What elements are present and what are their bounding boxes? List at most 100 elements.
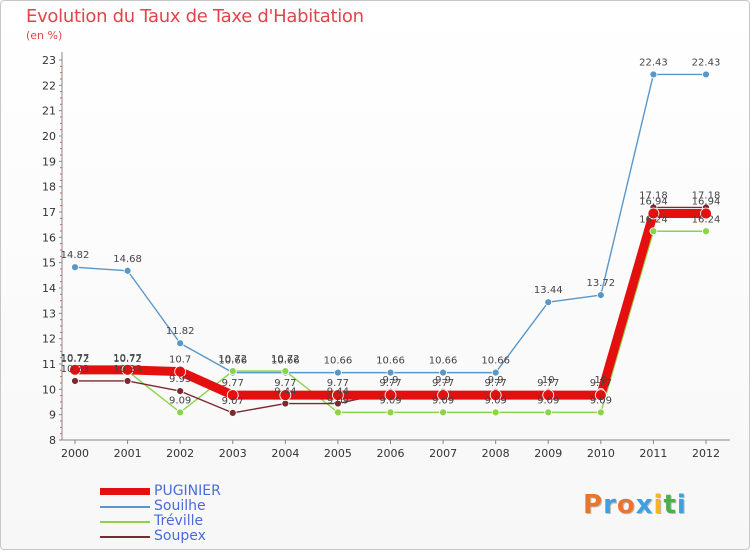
data-point <box>281 367 290 375</box>
legend-swatch-soupex <box>100 536 150 538</box>
data-point <box>334 408 342 417</box>
y-tick-label: 13 <box>42 307 56 320</box>
data-label: 10.33 <box>113 364 142 375</box>
x-tick-label: 2007 <box>429 447 457 460</box>
logo-letter: t <box>663 490 677 520</box>
legend-label: Soupex <box>154 528 206 544</box>
data-label: 10.66 <box>376 356 405 367</box>
data-label: 9.44 <box>274 387 296 398</box>
y-tick-label: 19 <box>42 155 56 168</box>
data-label: 17.18 <box>692 190 721 201</box>
logo-letter: P <box>583 490 604 520</box>
x-tick-label: 2012 <box>692 447 720 460</box>
data-point <box>702 227 710 236</box>
data-label: 10.66 <box>218 356 247 367</box>
data-point <box>121 363 134 376</box>
data-label: 10 <box>542 375 555 386</box>
data-label: 17.18 <box>639 190 668 201</box>
y-tick-label: 15 <box>42 257 56 270</box>
logo-letter: x <box>635 490 654 520</box>
x-tick-label: 2001 <box>114 447 142 460</box>
data-label: 11.82 <box>166 326 195 337</box>
data-label: 10.66 <box>481 356 510 367</box>
data-label: 10.72 <box>218 354 247 365</box>
legend-swatch-treville <box>100 521 150 523</box>
data-label: 14.68 <box>113 254 142 265</box>
data-label: 9.77 <box>222 378 244 389</box>
data-point <box>384 389 397 402</box>
y-tick-label: 9 <box>49 409 56 422</box>
data-point <box>123 266 132 275</box>
data-label: 9.77 <box>327 378 349 389</box>
y-tick-label: 18 <box>42 181 56 194</box>
data-label: 16.24 <box>639 214 668 225</box>
data-label: 9.09 <box>432 395 454 406</box>
data-point <box>386 408 395 417</box>
x-tick-label: 2004 <box>271 447 299 460</box>
data-point <box>489 389 502 402</box>
data-label: 10.77 <box>61 353 90 364</box>
legend-label: Souilhe <box>154 498 206 514</box>
data-point <box>226 389 239 402</box>
data-label: 22.43 <box>639 57 668 68</box>
data-label: 10.66 <box>324 356 353 367</box>
data-point <box>702 70 710 79</box>
y-tick-label: 14 <box>42 282 56 295</box>
data-point <box>542 389 555 402</box>
y-tick-label: 10 <box>42 383 56 396</box>
data-point <box>69 363 81 376</box>
y-tick-label: 16 <box>42 231 56 244</box>
data-label: 9.77 <box>590 378 612 389</box>
data-point <box>228 367 237 375</box>
data-point <box>174 365 187 378</box>
data-label: 9.9 <box>488 375 504 386</box>
data-label: 9.77 <box>379 378 401 389</box>
data-label: 10.66 <box>271 356 300 367</box>
data-point <box>279 389 292 402</box>
data-point <box>386 368 395 377</box>
data-point <box>439 368 447 377</box>
y-tick-label: 8 <box>49 434 56 447</box>
data-label: 10.72 <box>271 354 300 365</box>
data-label: 9.77 <box>485 378 507 389</box>
logo-letter: i <box>653 490 664 520</box>
data-label: 13.44 <box>534 285 563 296</box>
chart-title: Evolution du Taux de Taxe d'Habitation <box>26 6 364 27</box>
legend-swatch-souilhe <box>100 506 150 508</box>
data-label: 9.9 <box>435 375 451 386</box>
y-tick-label: 17 <box>42 206 56 219</box>
x-tick-label: 2002 <box>166 447 194 460</box>
data-point <box>71 263 79 272</box>
data-point <box>176 387 185 396</box>
x-tick-label: 2008 <box>482 447 510 460</box>
x-tick-label: 2003 <box>219 447 247 460</box>
data-point <box>596 291 605 299</box>
chart-unit: (en %) <box>26 29 63 42</box>
data-label: 22.43 <box>692 57 721 68</box>
data-label: 9.77 <box>274 378 296 389</box>
data-point <box>228 408 237 417</box>
logo-letter: o <box>616 490 636 520</box>
data-label: 10.72 <box>61 354 90 365</box>
x-tick-label: 2010 <box>587 447 615 460</box>
data-label: 9.09 <box>379 395 401 406</box>
x-tick-label: 2000 <box>61 447 89 460</box>
data-point <box>491 368 500 377</box>
data-label: 16.94 <box>639 197 668 208</box>
data-label: 9.77 <box>432 378 454 389</box>
proxiti-logo: Proxiti <box>583 490 687 520</box>
data-point <box>594 389 607 402</box>
data-label: 10.72 <box>113 354 142 365</box>
data-label: 9.93 <box>169 374 191 385</box>
data-point <box>437 389 449 402</box>
data-label: 9.09 <box>590 395 612 406</box>
data-point <box>649 70 658 79</box>
data-point <box>281 399 290 408</box>
data-label: 10.33 <box>61 364 90 375</box>
data-label: 10.7 <box>169 355 191 366</box>
data-label: 10 <box>594 375 607 386</box>
y-tick-label: 22 <box>42 79 56 92</box>
legend-label: PUGINIER <box>154 483 221 499</box>
